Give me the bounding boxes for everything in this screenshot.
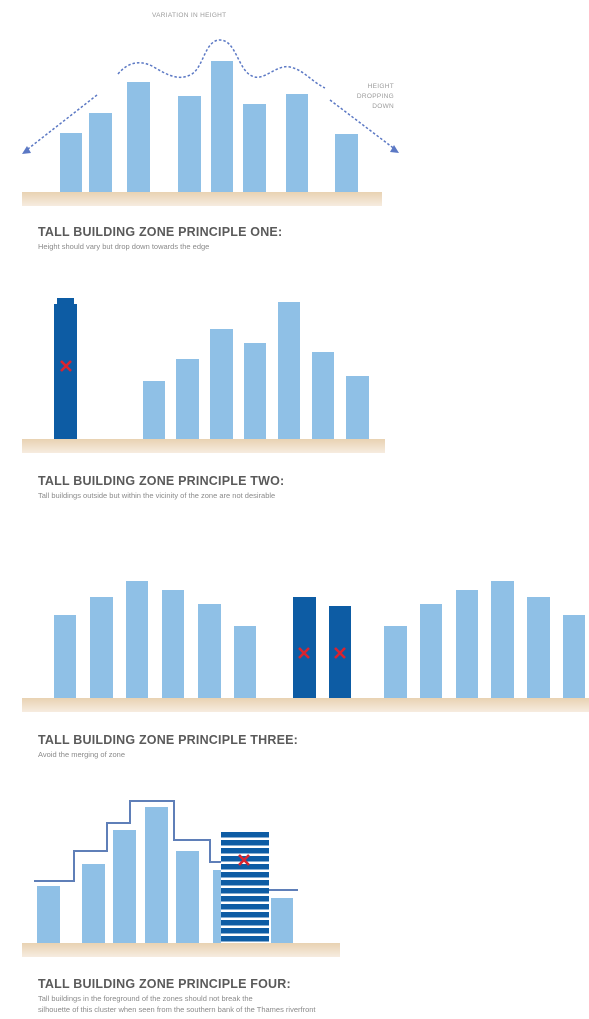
building: [384, 626, 407, 698]
building-dark-cap: [57, 298, 74, 305]
building: [143, 381, 165, 439]
principle-three-title: TALL BUILDING ZONE PRINCIPLE THREE:: [38, 733, 299, 747]
building: [176, 851, 199, 943]
building: [89, 113, 112, 192]
building: [198, 604, 221, 698]
building: [420, 604, 442, 698]
building: [82, 864, 105, 943]
annotation-line: HEIGHT: [367, 83, 394, 90]
building: [213, 870, 223, 943]
cross-icon: [60, 360, 72, 372]
annotation-height-dropping-down: HEIGHT DROPPING DOWN: [340, 82, 394, 112]
building: [127, 82, 150, 192]
building: [178, 96, 201, 192]
building-dark: [54, 304, 77, 439]
building: [346, 376, 369, 439]
building: [278, 302, 300, 439]
building: [210, 329, 233, 439]
annotation-line: DOWN: [372, 103, 394, 110]
building: [211, 61, 233, 192]
ground-strip: [22, 698, 589, 712]
cross-icon: [298, 647, 310, 659]
ground-strip: [22, 439, 385, 453]
building: [126, 581, 148, 698]
building: [162, 590, 184, 698]
diagram-principle-three: [22, 581, 589, 712]
building: [491, 581, 514, 698]
variation-wavy-line: [117, 39, 326, 89]
building-dark: [293, 597, 316, 698]
building: [243, 104, 266, 192]
building: [244, 343, 266, 439]
diagram-principle-four: [22, 800, 340, 957]
principle-one-title: TALL BUILDING ZONE PRINCIPLE ONE:: [38, 225, 283, 239]
principle-four-title: TALL BUILDING ZONE PRINCIPLE FOUR:: [38, 977, 291, 991]
description-line: silhouette of this cluster when seen fro…: [38, 1005, 316, 1014]
building: [113, 830, 136, 943]
cross-icon: [334, 647, 346, 659]
principle-four-description: Tall buildings in the foreground of the …: [38, 993, 316, 1015]
building: [335, 134, 358, 192]
principle-two-description: Tall buildings outside but within the vi…: [38, 491, 276, 500]
principle-three-description: Avoid the merging of zone: [38, 750, 126, 759]
building: [90, 597, 113, 698]
dropping-left-line: [23, 94, 98, 153]
ground-strip: [22, 943, 340, 957]
annotation-line: DROPPING: [356, 93, 394, 100]
principle-two-title: TALL BUILDING ZONE PRINCIPLE TWO:: [38, 474, 285, 488]
building: [271, 898, 293, 943]
building: [145, 807, 168, 943]
annotation-variation-in-height: VARIATION IN HEIGHT: [152, 12, 227, 19]
cross-icon: [238, 854, 250, 866]
building: [563, 615, 585, 698]
building: [312, 352, 334, 439]
building: [456, 590, 478, 698]
principle-one-description: Height should vary but drop down towards…: [38, 242, 210, 251]
dropping-right-line: [329, 99, 397, 151]
building: [527, 597, 550, 698]
diagram-principle-one: [22, 39, 399, 206]
building-striped: [221, 831, 269, 943]
building: [176, 359, 199, 439]
diagram-principle-two: [22, 298, 385, 453]
building: [286, 94, 308, 192]
building: [37, 886, 60, 943]
arrow-right-icon: [390, 145, 399, 153]
building: [54, 615, 76, 698]
building: [60, 133, 82, 192]
ground-strip: [22, 192, 382, 206]
description-line: Tall buildings in the foreground of the …: [38, 994, 253, 1003]
arrow-left-icon: [22, 146, 31, 154]
building: [234, 626, 256, 698]
